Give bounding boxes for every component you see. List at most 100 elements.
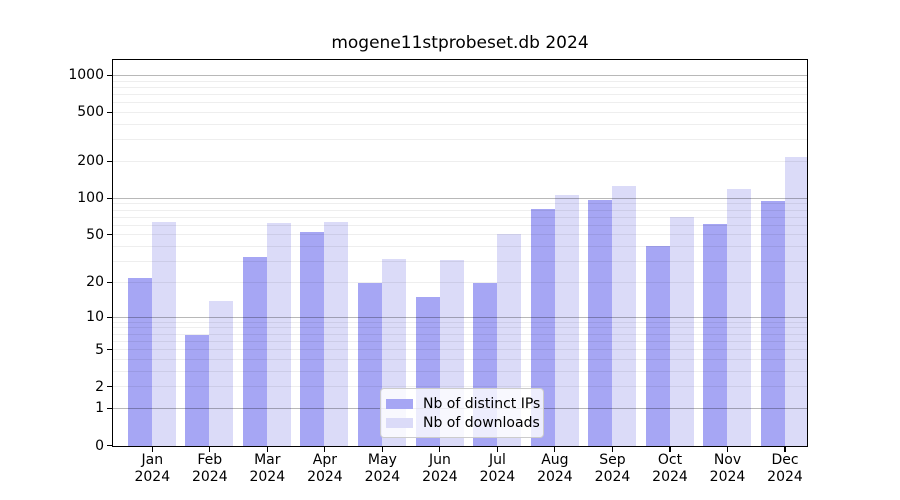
- x-tick-label-jun-2024: Jun 2024: [405, 452, 475, 486]
- y-tick-label-100: 100: [77, 190, 104, 207]
- plot-area: [112, 59, 808, 447]
- x-tickmark-5: [381, 447, 383, 452]
- x-tick-label-line: 2024: [709, 469, 746, 485]
- x-tick-label-jan-2024: Jan 2024: [117, 452, 187, 486]
- x-tickmark-2: [209, 447, 211, 452]
- bar-downloads-jan-2024: [151, 222, 176, 446]
- y-tickmark-50: [107, 234, 112, 236]
- gridline-minor-90: [113, 203, 807, 205]
- y-tickmark-1000: [107, 74, 112, 76]
- x-tick-label-sep-2024: Sep 2024: [578, 452, 648, 486]
- x-tick-label-line: 2024: [537, 469, 573, 485]
- x-tick-label-nov-2024: Nov 2024: [693, 452, 763, 486]
- x-tickmark-11: [726, 447, 729, 452]
- legend: Nb of distinct IPs Nb of downloads: [380, 388, 544, 438]
- bar-distinct-ips-jan-2024: [127, 277, 152, 446]
- x-tick-label-dec-2024: Dec 2024: [750, 452, 820, 486]
- y-tickmark-1: [107, 407, 112, 409]
- gridline-minor-900: [113, 80, 807, 82]
- x-tick-label-line: 2024: [652, 469, 688, 485]
- x-tickmark-3: [266, 447, 268, 452]
- x-tick-label-line: Nov: [713, 452, 742, 468]
- gridline-minor-70: [113, 216, 807, 218]
- x-tick-label-line: 2024: [594, 469, 631, 485]
- x-tick-label-aug-2024: Aug 2024: [520, 452, 590, 486]
- y-tick-label-20: 20: [86, 274, 104, 291]
- legend-swatch-downloads: [386, 417, 413, 428]
- legend-item-downloads: Nb of downloads: [386, 413, 540, 432]
- x-tickmark-8: [554, 447, 556, 452]
- x-tickmark-10: [669, 447, 671, 452]
- x-tick-label-line: Jun: [428, 452, 451, 468]
- bar-distinct-ips-mar-2024: [242, 257, 267, 446]
- chart-title: mogene11stprobeset.db 2024: [331, 33, 589, 53]
- x-tickmark-1: [151, 447, 153, 452]
- y-tickmark-2: [107, 386, 112, 388]
- bar-downloads-feb-2024: [209, 300, 234, 446]
- bar-downloads-mar-2024: [266, 223, 291, 446]
- bar-distinct-ips-may-2024: [357, 282, 382, 446]
- x-tick-label-jul-2024: Jul 2024: [462, 452, 532, 486]
- bar-downloads-sep-2024: [612, 186, 637, 446]
- x-tick-label-line: 2024: [249, 469, 286, 485]
- gridline-minor-600: [113, 102, 807, 104]
- x-tick-label-line: 2024: [479, 469, 516, 485]
- x-tick-label-line: 2024: [307, 469, 343, 485]
- y-tick-label-50: 50: [86, 226, 104, 243]
- bar-downloads-apr-2024: [324, 222, 349, 446]
- y-tick-label-1000: 1000: [68, 67, 104, 84]
- gridline-minor-500: [113, 112, 807, 113]
- bar-downloads-aug-2024: [554, 194, 579, 446]
- gridline-minor-80: [113, 209, 807, 211]
- bar-distinct-ips-sep-2024: [588, 199, 613, 446]
- y-tick-label-10: 10: [86, 309, 104, 326]
- bar-distinct-ips-feb-2024: [185, 334, 210, 446]
- gridline-major-1000: [113, 74, 807, 76]
- x-tick-label-line: Feb: [197, 452, 223, 468]
- x-tickmark-6: [439, 447, 441, 452]
- gridline-minor-60: [113, 224, 807, 226]
- x-tick-label-line: Oct: [657, 452, 683, 468]
- y-tick-label-1: 1: [95, 400, 104, 417]
- x-tick-label-line: 2024: [422, 469, 458, 485]
- gridline-minor-20: [113, 282, 807, 283]
- x-tick-label-line: 2024: [134, 469, 171, 485]
- bar-distinct-ips-nov-2024: [703, 223, 728, 446]
- y-tickmark-100: [107, 197, 112, 199]
- gridline-major-100: [113, 197, 807, 199]
- x-tick-label-line: Apr: [312, 452, 337, 468]
- y-tick-label-5: 5: [95, 341, 104, 358]
- x-tick-label-line: May: [367, 452, 397, 468]
- legend-label-distinct-ips: Nb of distinct IPs: [423, 395, 541, 412]
- gridline-minor-50: [113, 234, 807, 236]
- bar-downloads-dec-2024: [784, 156, 807, 446]
- legend-label-downloads: Nb of downloads: [423, 414, 540, 431]
- bar-distinct-ips-apr-2024: [300, 232, 325, 446]
- x-tick-label-line: Aug: [541, 452, 569, 468]
- x-tick-label-line: 2024: [191, 469, 228, 485]
- x-tickmark-12: [784, 447, 786, 452]
- gridline-major-10: [113, 316, 807, 318]
- y-tickmark-500: [107, 111, 112, 113]
- legend-item-distinct-ips: Nb of distinct IPs: [386, 394, 541, 413]
- x-tick-label-may-2024: May 2024: [347, 452, 417, 486]
- gridline-minor-6: [113, 340, 807, 342]
- gridline-minor-40: [113, 246, 807, 248]
- gridline-minor-8: [113, 327, 807, 329]
- gridline-minor-800: [113, 86, 807, 88]
- x-tickmark-7: [496, 447, 498, 452]
- x-tick-label-line: Jul: [488, 452, 506, 468]
- x-tick-label-line: Jan: [141, 452, 164, 468]
- x-tick-label-line: 2024: [767, 469, 803, 485]
- gridline-minor-400: [113, 123, 807, 125]
- x-tick-label-line: Mar: [254, 452, 281, 468]
- gridline-minor-3: [113, 370, 807, 372]
- y-tick-label-0: 0: [95, 437, 104, 454]
- x-tickmark-9: [611, 447, 614, 452]
- bar-downloads-oct-2024: [669, 216, 694, 446]
- x-tick-label-oct-2024: Oct 2024: [635, 452, 705, 486]
- y-tickmark-20: [107, 281, 112, 283]
- x-tick-label-apr-2024: Apr 2024: [290, 452, 360, 486]
- bar-distinct-ips-oct-2024: [645, 245, 670, 446]
